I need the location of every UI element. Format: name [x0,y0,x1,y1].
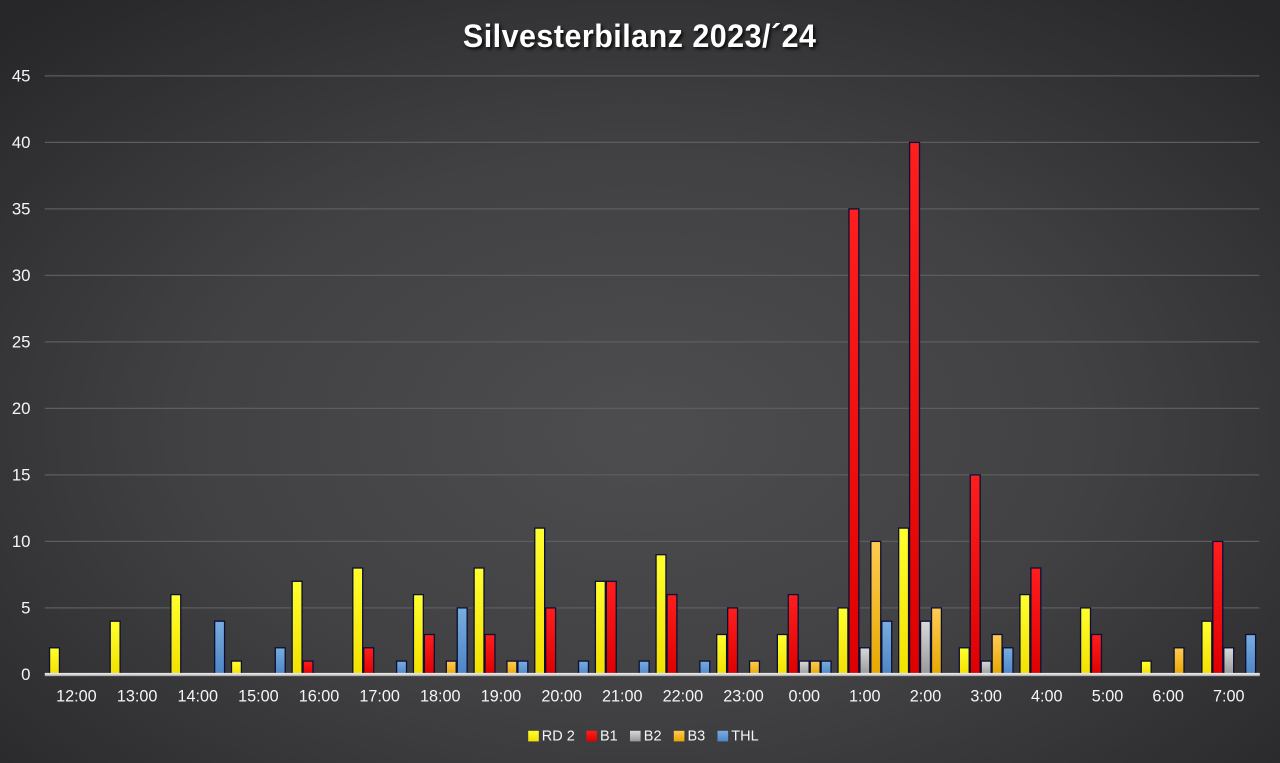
svg-text:17:00: 17:00 [359,687,400,705]
svg-text:B1: B1 [600,728,618,744]
svg-text:19:00: 19:00 [481,687,522,705]
svg-text:2:00: 2:00 [910,687,942,705]
svg-text:22:00: 22:00 [663,687,704,705]
svg-text:12:00: 12:00 [56,687,97,705]
svg-text:0: 0 [21,665,30,684]
svg-text:45: 45 [12,66,31,85]
svg-text:3:00: 3:00 [970,687,1002,705]
svg-text:6:00: 6:00 [1152,687,1184,705]
svg-text:B3: B3 [688,728,706,744]
svg-text:25: 25 [12,332,31,351]
svg-text:5:00: 5:00 [1092,687,1124,705]
svg-text:5: 5 [21,598,30,617]
svg-text:13:00: 13:00 [117,687,158,705]
svg-text:0:00: 0:00 [788,687,820,705]
svg-text:23:00: 23:00 [723,687,764,705]
svg-text:7:00: 7:00 [1213,687,1245,705]
svg-text:4:00: 4:00 [1031,687,1063,705]
svg-text:15: 15 [12,465,31,484]
svg-text:20:00: 20:00 [541,687,582,705]
svg-text:B2: B2 [644,728,662,744]
svg-text:RD 2: RD 2 [542,728,575,744]
svg-text:1:00: 1:00 [849,687,881,705]
svg-text:14:00: 14:00 [177,687,218,705]
svg-text:40: 40 [12,133,31,152]
svg-text:10: 10 [12,532,31,551]
svg-text:30: 30 [12,266,31,285]
svg-text:THL: THL [731,728,758,744]
svg-text:20: 20 [12,399,31,418]
svg-text:21:00: 21:00 [602,687,643,705]
svg-text:35: 35 [12,199,31,218]
svg-text:16:00: 16:00 [299,687,340,705]
svg-text:18:00: 18:00 [420,687,461,705]
svg-text:15:00: 15:00 [238,687,279,705]
